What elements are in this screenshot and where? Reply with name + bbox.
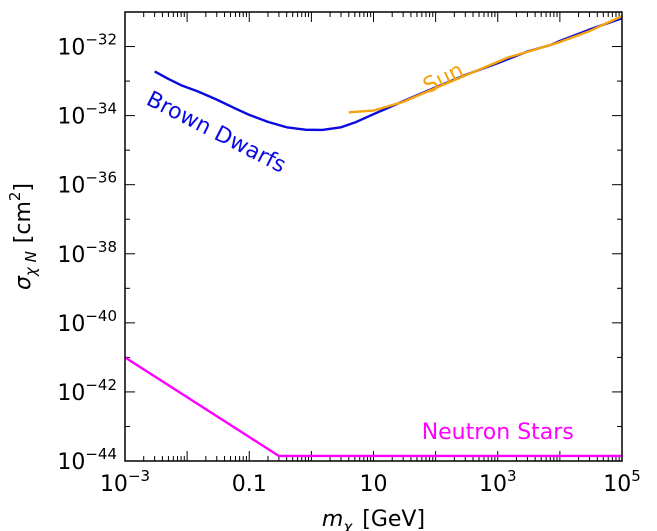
x-axis-label: mχ [GeV] — [322, 507, 425, 531]
y-tick-label: 10−32 — [57, 31, 117, 61]
series-line-neutron-stars — [124, 356, 622, 458]
series-lines — [124, 15, 623, 458]
x-tick-label: 0.1 — [232, 472, 267, 497]
y-tick-label: 10−42 — [57, 376, 117, 406]
x-tick-label: 105 — [603, 467, 641, 497]
y-tick-label: 10−36 — [57, 169, 117, 199]
y-tick-label: 10−38 — [57, 238, 117, 268]
tick-marks — [124, 11, 623, 462]
series-line-brown-dwarfs — [154, 17, 623, 132]
tick-labels: 10−3 0.1 10 103 105 10−44 10−42 10−40 10−38 10−36… — [57, 31, 640, 497]
series-line-sun — [348, 15, 623, 114]
y-tick-label: 10−40 — [57, 307, 117, 337]
plot-frame — [124, 11, 623, 462]
x-tick-label: 103 — [479, 467, 517, 497]
x-tick-label: 10 — [360, 472, 388, 497]
y-axis-label: σχ N[cm2] — [6, 183, 40, 290]
annotation-neutron-stars: Neutron Stars — [422, 420, 574, 445]
y-tick-label: 10−34 — [57, 100, 117, 130]
annotation-sun: Sun — [419, 58, 468, 99]
y-tick-label: 10−44 — [57, 445, 117, 475]
x-tick-label: 10−3 — [100, 467, 150, 497]
